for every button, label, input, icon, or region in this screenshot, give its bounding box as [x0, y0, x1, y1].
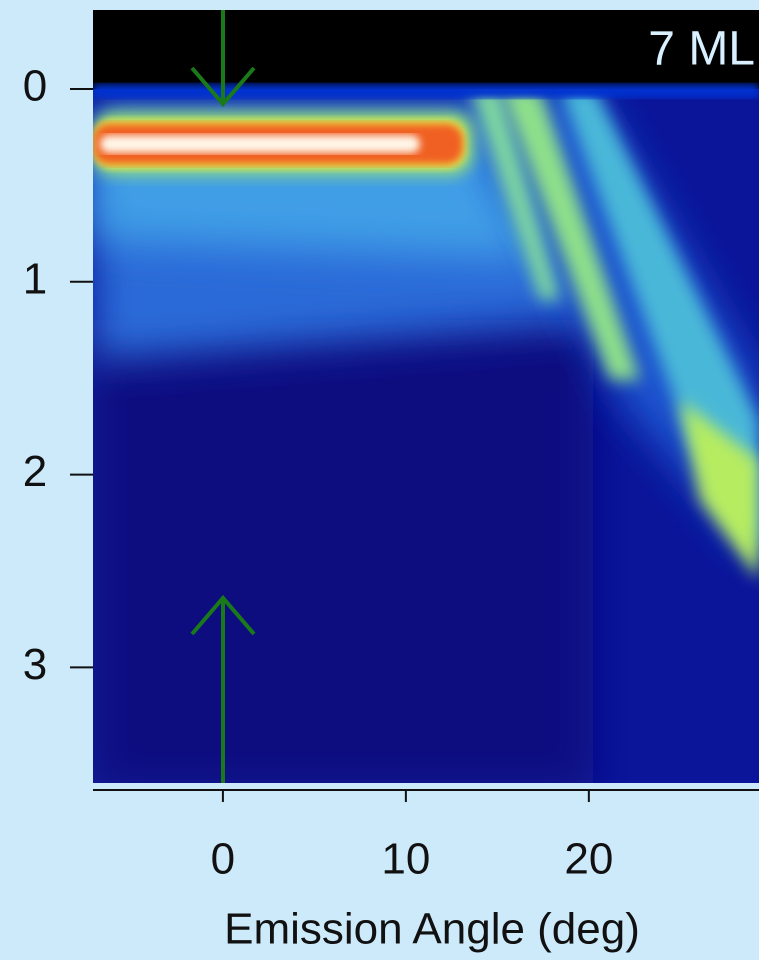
annotation: 7 ML	[648, 23, 755, 76]
heatmap-image	[93, 10, 759, 783]
arrow-head	[190, 594, 256, 636]
arrows	[190, 10, 256, 783]
y-tick-label: 1	[23, 254, 47, 303]
y-tick-label: 3	[23, 640, 47, 689]
x-tick-label: 0	[211, 835, 235, 884]
x-axis-label: Emission Angle (deg)	[224, 905, 640, 954]
x-tick-label: 10	[381, 835, 430, 884]
y-tick-label: 2	[23, 447, 47, 496]
x-tick-label: 20	[564, 835, 613, 884]
arrow-head	[190, 66, 256, 108]
y-tick-label: 0	[23, 62, 47, 111]
